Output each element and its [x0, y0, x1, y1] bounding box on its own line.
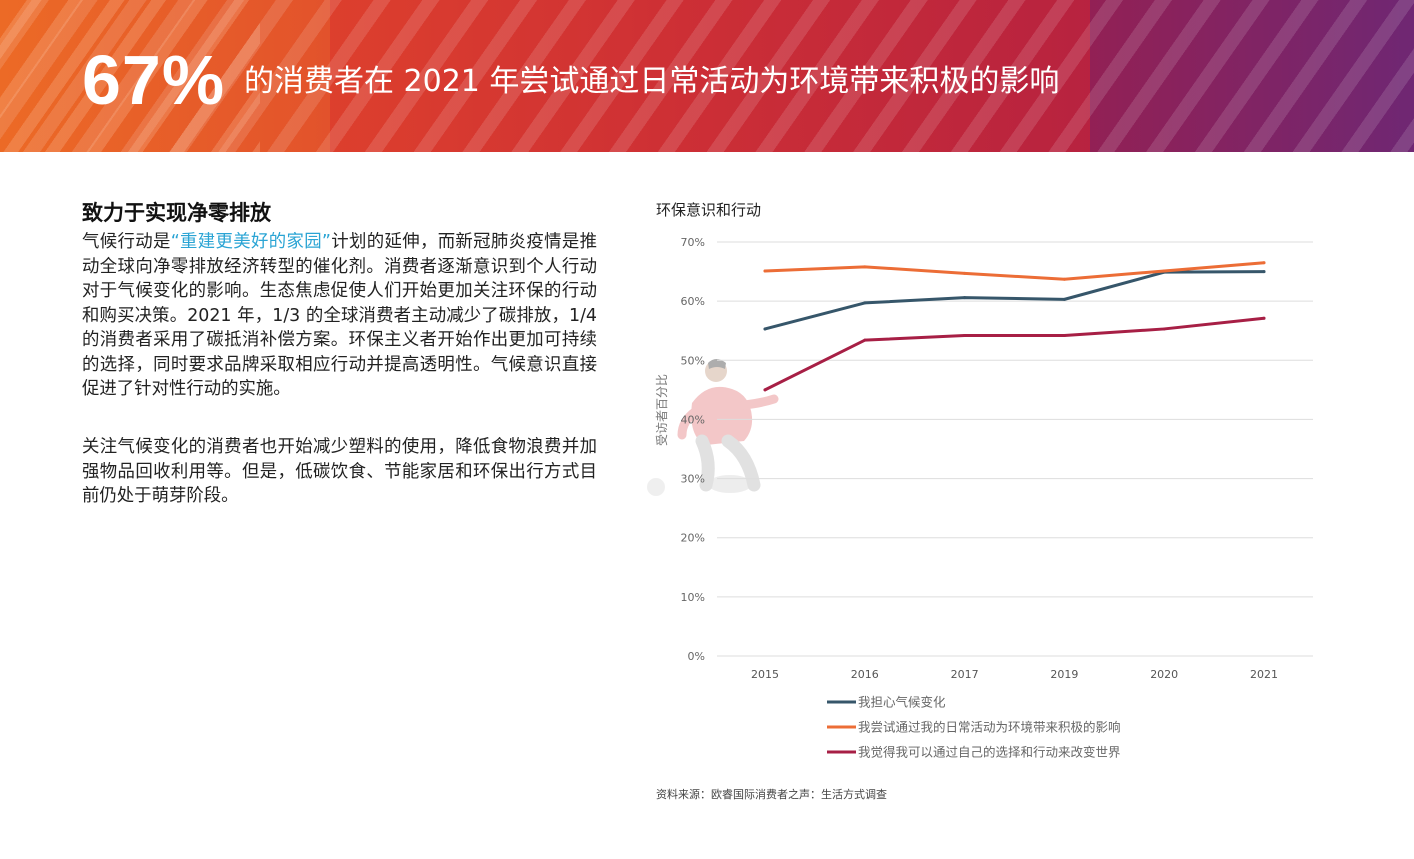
- data-point: [1262, 270, 1266, 274]
- x-tick-label: 2015: [751, 668, 779, 681]
- y-tick-label: 20%: [681, 532, 705, 545]
- y-tick-label: 70%: [681, 236, 705, 249]
- series-line-1: [763, 270, 1266, 331]
- build-back-better-link[interactable]: “重建更美好的家园”: [170, 232, 331, 252]
- data-point: [1262, 261, 1266, 265]
- series-lines: [763, 261, 1266, 392]
- legend-label: 我担心气候变化: [858, 695, 946, 710]
- paragraph-2: 关注气候变化的消费者也开始减少塑料的使用，降低食物浪费并加强物品回收利用等。但是…: [82, 437, 597, 506]
- data-point: [963, 296, 967, 300]
- banner-left-stripes: [0, 0, 260, 152]
- series-line-3: [763, 316, 1266, 392]
- x-tick-label: 2021: [1250, 668, 1278, 681]
- y-tick-label: 40%: [681, 413, 705, 426]
- y-tick-label: 0%: [688, 650, 705, 663]
- y-tick-label: 30%: [681, 473, 705, 486]
- y-tick-label: 10%: [681, 591, 705, 604]
- data-point: [863, 301, 867, 305]
- header-banner: 67% 的消费者在 2021 年尝试通过日常活动为环境带来积极的影响: [0, 0, 1414, 152]
- x-tick-labels: 2015 2016 2017 2019 2020 2021: [751, 668, 1278, 681]
- series-line-2: [763, 261, 1266, 281]
- y-axis-label: 受访者百分比: [655, 374, 669, 446]
- banner-diagonal-stripes: [0, 0, 1414, 152]
- data-point: [763, 327, 767, 331]
- runner-illustration: [647, 359, 779, 496]
- paragraph-1: 气候行动是“重建更美好的家园”计划的延伸，而新冠肺炎疫情是推动全球向净零排放经济…: [82, 230, 597, 402]
- source-note: 资料来源：欧睿国际消费者之声：生活方式调查: [656, 788, 887, 801]
- x-tick-label: 2016: [851, 668, 879, 681]
- legend-label: 我觉得我可以通过自己的选择和行动来改变世界: [858, 745, 1121, 760]
- paragraph-1-prefix: 气候行动是: [82, 232, 171, 252]
- chart-title: 环保意识和行动: [656, 201, 762, 219]
- line-chart: 受访者百分比 0%10%20%30%40%50%60%70% 2015 2016 2…: [647, 236, 1313, 760]
- data-point: [963, 271, 967, 275]
- section-heading: 致力于实现净零排放: [82, 201, 271, 225]
- data-point: [1062, 277, 1066, 281]
- x-tick-label: 2017: [951, 668, 979, 681]
- data-point: [963, 333, 967, 337]
- paragraph-1-body: 计划的延伸，而新冠肺炎疫情是推动全球向净零排放经济转型的催化剂。消费者逐渐意识到…: [82, 232, 597, 399]
- legend: 我担心气候变化我尝试通过我的日常活动为环境带来积极的影响我觉得我可以通过自己的选…: [827, 695, 1121, 760]
- data-point: [1062, 297, 1066, 301]
- data-point: [863, 338, 867, 342]
- banner-gradient-overlay: [330, 0, 1090, 152]
- legend-label: 我尝试通过我的日常活动为环境带来积极的影响: [858, 720, 1121, 735]
- x-tick-label: 2019: [1050, 668, 1078, 681]
- data-point: [763, 269, 767, 273]
- y-tick-label: 60%: [681, 295, 705, 308]
- headline-stat: 67%: [82, 41, 226, 119]
- y-tick-labels: 0% 10% 20% 30% 40% 50% 60% 70%: [681, 236, 705, 663]
- data-point: [863, 265, 867, 269]
- data-point: [763, 388, 767, 392]
- y-tick-label: 50%: [681, 354, 705, 367]
- data-point: [1062, 333, 1066, 337]
- data-point: [1262, 316, 1266, 320]
- data-point: [1162, 327, 1166, 331]
- data-point: [1162, 269, 1166, 273]
- gridlines: [717, 241, 1313, 657]
- x-tick-label: 2020: [1150, 668, 1178, 681]
- headline-text: 的消费者在 2021 年尝试通过日常活动为环境带来积极的影响: [244, 64, 1060, 99]
